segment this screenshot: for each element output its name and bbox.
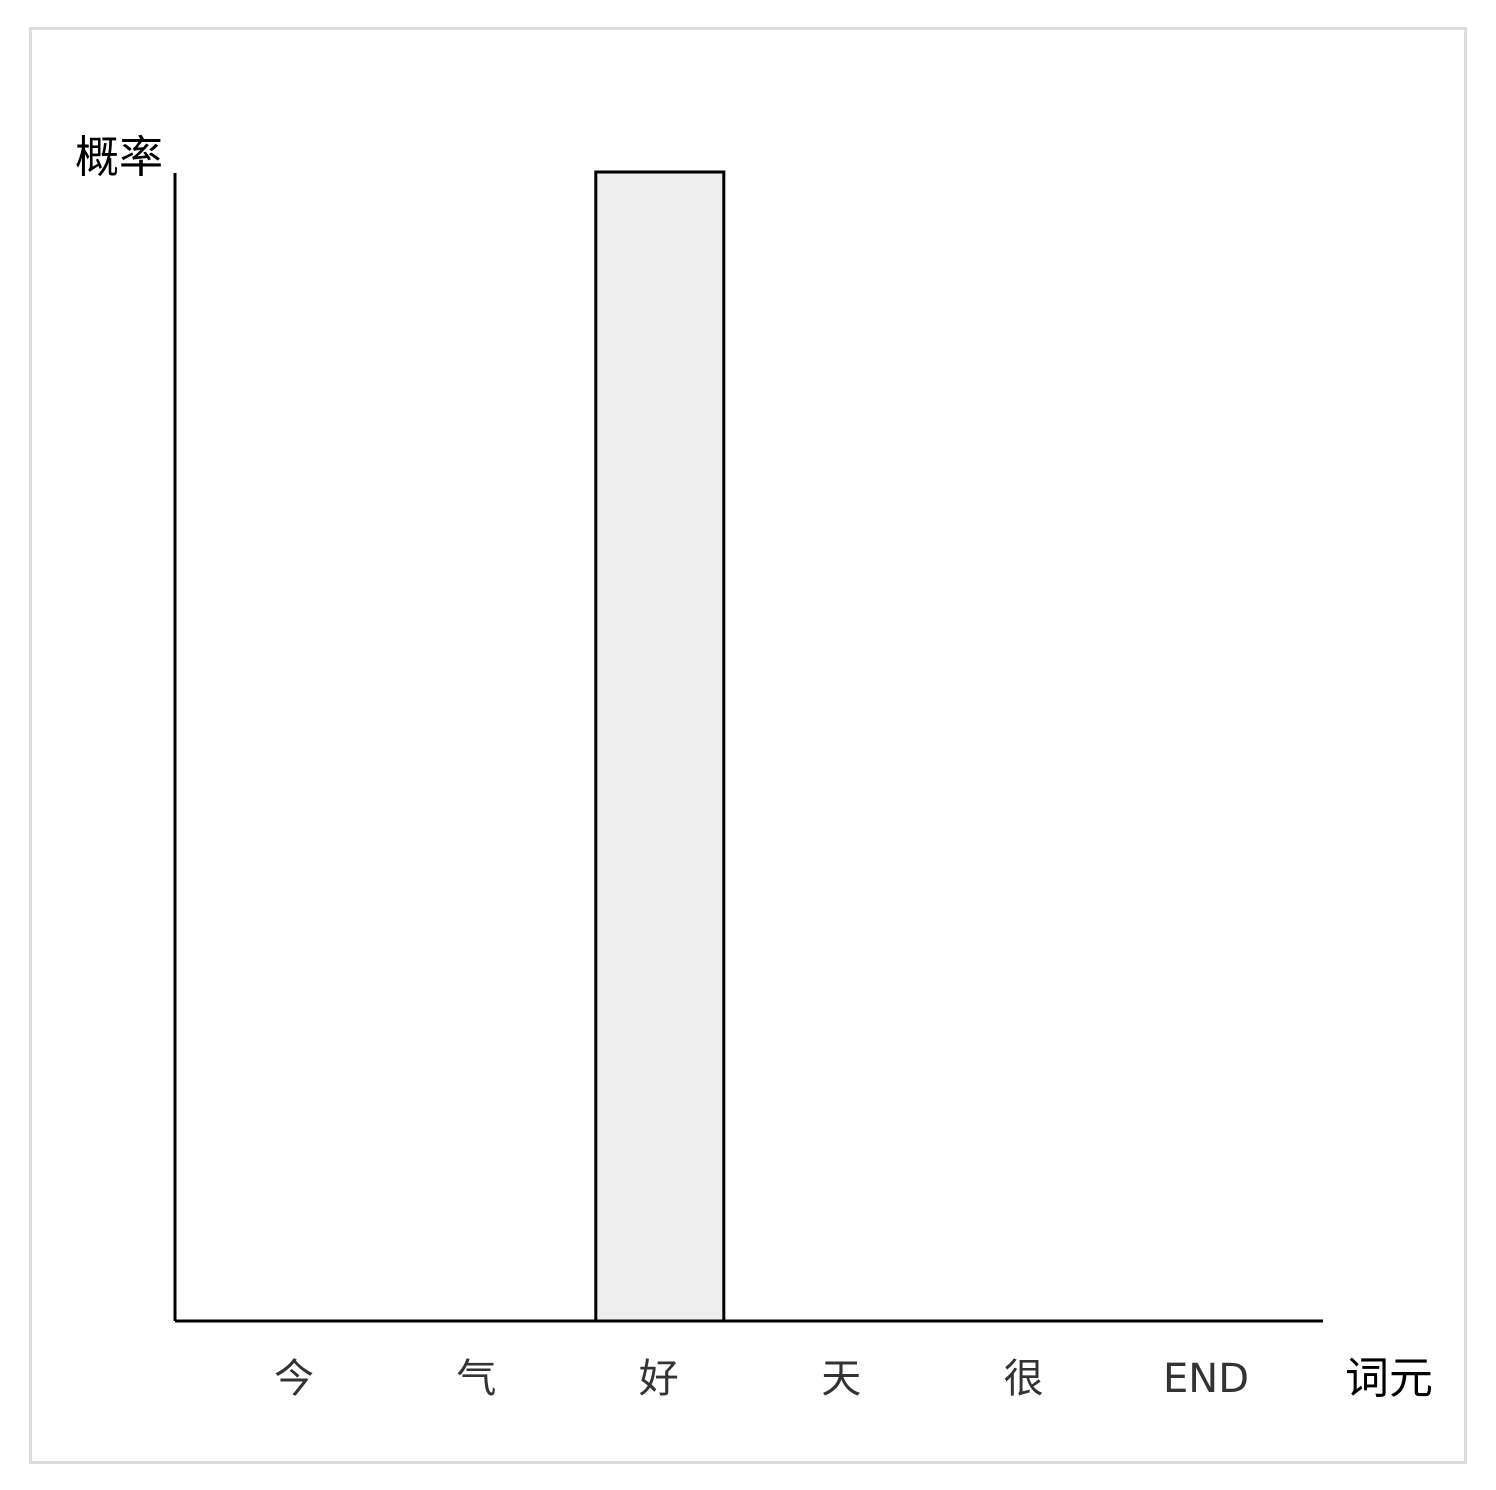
chart-frame <box>29 27 1467 1464</box>
x-tick-label-1: 气 <box>456 1356 496 1402</box>
bar-2 <box>594 170 726 1323</box>
x-tick-labels: 今 气 好 天 很 END <box>274 1356 1249 1402</box>
x-tick-label-3: 天 <box>821 1356 861 1402</box>
x-tick-label-2: 好 <box>639 1356 679 1402</box>
x-tick-label-5: END <box>1163 1356 1249 1402</box>
x-tick-label-0: 今 <box>274 1356 314 1402</box>
x-axis-title: 词元 <box>1345 1353 1433 1404</box>
bars-group <box>594 170 726 1323</box>
x-tick-label-4: 很 <box>1004 1356 1044 1402</box>
y-axis-title: 概率 <box>75 132 163 183</box>
